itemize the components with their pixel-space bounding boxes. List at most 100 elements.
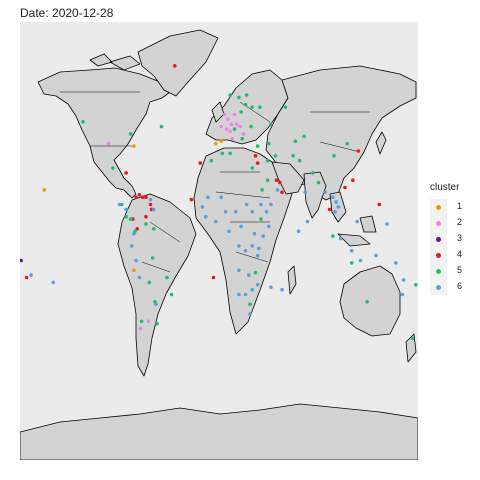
data-point-cluster-5 bbox=[250, 166, 254, 170]
data-point-cluster-6 bbox=[394, 261, 398, 265]
data-point-cluster-5 bbox=[169, 292, 174, 297]
legend-key bbox=[430, 199, 447, 215]
legend-key bbox=[430, 247, 447, 263]
data-point-cluster-6 bbox=[237, 268, 241, 272]
legend-title: cluster bbox=[430, 182, 460, 193]
data-point-cluster-5 bbox=[243, 102, 248, 107]
data-point-cluster-6 bbox=[223, 210, 228, 214]
data-point-cluster-5 bbox=[237, 95, 241, 100]
data-point-cluster-5 bbox=[220, 151, 225, 156]
data-point-cluster-4 bbox=[140, 195, 145, 199]
data-point-cluster-2 bbox=[146, 319, 150, 324]
data-point-cluster-4 bbox=[255, 161, 260, 165]
data-point-cluster-4 bbox=[135, 227, 139, 231]
data-point-cluster-2 bbox=[138, 326, 143, 331]
data-point-cluster-5 bbox=[155, 321, 159, 326]
data-point-cluster-2 bbox=[229, 122, 233, 126]
data-point-cluster-1 bbox=[132, 144, 136, 148]
data-point-cluster-5 bbox=[239, 110, 243, 114]
data-point-cluster-2 bbox=[241, 132, 246, 136]
data-point-cluster-5 bbox=[311, 171, 315, 175]
data-point-cluster-5 bbox=[291, 154, 295, 158]
data-point-cluster-5 bbox=[128, 132, 133, 136]
data-point-cluster-6 bbox=[219, 195, 223, 199]
data-point-cluster-5 bbox=[302, 134, 306, 139]
data-point-cluster-5 bbox=[81, 120, 85, 124]
data-point-cluster-6 bbox=[338, 236, 343, 241]
data-point-cluster-4 bbox=[134, 195, 138, 199]
data-point-cluster-5 bbox=[269, 122, 273, 126]
data-point-cluster-2 bbox=[232, 112, 237, 117]
data-point-cluster-6 bbox=[137, 275, 142, 280]
data-point-cluster-6 bbox=[237, 292, 241, 297]
data-point-cluster-6 bbox=[255, 253, 260, 258]
data-point-cluster-6 bbox=[336, 205, 341, 209]
data-point-cluster-4 bbox=[274, 178, 279, 182]
data-point-cluster-6 bbox=[117, 202, 122, 207]
data-point-cluster-4 bbox=[144, 195, 148, 199]
data-point-cluster-5 bbox=[128, 217, 133, 221]
data-point-cluster-5 bbox=[273, 154, 278, 158]
data-point-cluster-6 bbox=[148, 197, 153, 202]
data-point-cluster-6 bbox=[244, 202, 249, 207]
data-point-cluster-6 bbox=[200, 205, 205, 209]
data-point-cluster-5 bbox=[139, 319, 144, 324]
legend-dot bbox=[436, 269, 441, 274]
data-point-cluster-4 bbox=[144, 214, 148, 219]
data-point-cluster-4 bbox=[253, 154, 258, 158]
data-point-cluster-6 bbox=[250, 287, 254, 292]
data-point-cluster-5 bbox=[228, 93, 232, 97]
data-point-cluster-5 bbox=[255, 144, 260, 148]
data-point-cluster-4 bbox=[377, 202, 382, 207]
data-point-cluster-6 bbox=[255, 283, 260, 287]
data-point-cluster-5 bbox=[248, 302, 252, 307]
data-point-cluster-6 bbox=[349, 248, 354, 253]
data-point-cluster-4 bbox=[24, 275, 29, 280]
new-zealand-shape bbox=[405, 333, 417, 363]
data-point-cluster-6 bbox=[252, 231, 257, 236]
data-point-cluster-6 bbox=[124, 207, 128, 212]
data-point-cluster-5 bbox=[260, 188, 264, 192]
legend-label: 6 bbox=[457, 281, 463, 291]
data-point-cluster-2 bbox=[230, 137, 235, 141]
data-point-cluster-2 bbox=[224, 127, 229, 131]
data-point-cluster-6 bbox=[243, 248, 248, 253]
data-point-cluster-6 bbox=[239, 224, 243, 229]
data-point-cluster-5 bbox=[244, 93, 249, 97]
legend-label: 3 bbox=[457, 233, 463, 243]
data-point-cluster-6 bbox=[261, 234, 265, 238]
data-point-cluster-6 bbox=[280, 287, 284, 292]
data-point-cluster-5 bbox=[283, 105, 288, 109]
data-point-cluster-4 bbox=[351, 178, 355, 182]
data-point-cluster-6 bbox=[303, 190, 308, 195]
data-point-cluster-5 bbox=[293, 139, 298, 143]
data-point-cluster-5 bbox=[250, 105, 254, 109]
data-point-cluster-3 bbox=[20, 258, 23, 263]
data-point-cluster-6 bbox=[385, 222, 389, 226]
africa-shape bbox=[193, 147, 293, 335]
legend-label: 1 bbox=[457, 201, 463, 211]
data-point-cluster-6 bbox=[203, 214, 208, 219]
data-point-cluster-6 bbox=[213, 219, 218, 224]
data-point-cluster-6 bbox=[247, 273, 251, 277]
data-point-cluster-1 bbox=[213, 141, 218, 146]
data-point-cluster-6 bbox=[296, 229, 301, 234]
world-map bbox=[20, 29, 418, 460]
greenland-shape bbox=[137, 29, 219, 97]
data-point-cluster-5 bbox=[410, 336, 415, 341]
antarctica-shape bbox=[20, 403, 418, 460]
data-point-cluster-6 bbox=[206, 195, 210, 199]
data-point-cluster-6 bbox=[264, 210, 269, 214]
data-point-cluster-6 bbox=[374, 253, 378, 258]
data-point-cluster-4 bbox=[356, 149, 361, 153]
legend-label: 5 bbox=[457, 265, 463, 275]
data-point-cluster-4 bbox=[343, 185, 347, 190]
data-point-cluster-5 bbox=[253, 270, 258, 275]
legend-dot bbox=[436, 205, 441, 210]
data-point-cluster-6 bbox=[233, 210, 238, 214]
data-point-cluster-5 bbox=[249, 124, 253, 129]
data-point-cluster-6 bbox=[305, 219, 310, 224]
data-point-cluster-5 bbox=[267, 141, 271, 146]
data-point-cluster-4 bbox=[148, 202, 153, 207]
data-point-cluster-5 bbox=[152, 227, 156, 231]
